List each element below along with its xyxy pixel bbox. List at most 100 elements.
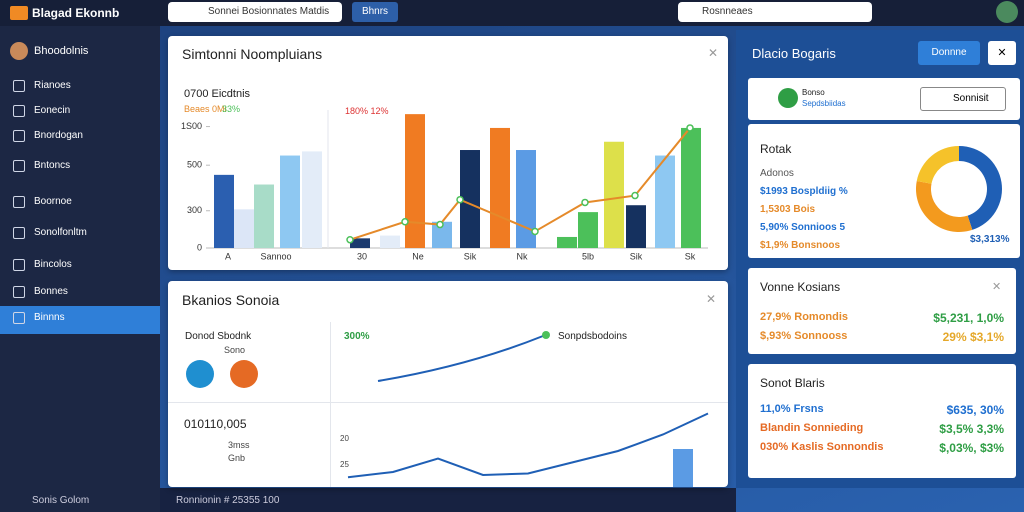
x-tick-label: Ne [412,251,424,261]
x-tick-label: Sik [464,251,477,261]
y-tick-label: 0 [197,242,202,252]
row-left: Blandin Sonnieding [760,422,864,434]
bottom-text: Ronnionin # 25355 100 [176,495,280,506]
marker [346,235,354,244]
icon [778,88,798,108]
stat: Gnb [228,453,246,463]
nav-item[interactable]: Rianoes [34,80,71,91]
y-tick-label: 300 [187,205,202,215]
label: Sepdsbiidas [802,99,846,108]
card-title: Vonne Kosians [760,280,841,294]
label: 300% [344,331,370,342]
close[interactable]: ✕ [706,292,717,306]
divider [168,402,728,403]
panel [168,281,728,487]
donut-label: $3,313% [970,234,1010,245]
label: Sono [224,345,246,355]
legend: 180% 12% [345,106,389,116]
button[interactable]: Donnne [918,41,980,65]
close[interactable]: ✕ [992,281,1002,293]
line [347,412,709,479]
subtitle: 0700 Eicdtnis [184,88,251,100]
row: $1,9% Bonsnoos [760,240,841,251]
row-right: $3,5% 3,3% [939,422,1004,436]
marker [631,191,639,200]
donut-segment [916,146,959,184]
nav-item[interactable]: Bnordogan [34,130,83,141]
nav-item[interactable]: Binnns [34,312,65,323]
sidebar-footer[interactable]: Sonis Golom [32,495,90,506]
row: Adonos [760,168,794,179]
y-tick-label: 25 [340,460,349,469]
panel-title: Simtonni Noompluians [182,46,323,62]
bottombar [160,488,736,512]
line [349,127,691,241]
nav-icon [13,130,25,142]
x-tick-label: Sk [685,251,696,261]
nav-item[interactable]: Bincolos [34,259,72,270]
bar [490,127,510,248]
icon [186,360,214,388]
right-title: Dlacio Bogaris [752,46,836,61]
nav-icon [13,312,25,324]
divider [330,322,331,487]
bar [460,150,480,248]
tab[interactable]: Sonnei Bosionnates Matdis [168,2,342,22]
total: 010110,005 [184,417,247,431]
card-title: Sonot Blaris [760,376,825,390]
row-right: $635, 30% [946,403,1004,417]
bar [655,155,675,248]
row-left: 11,0% Frsns [760,403,824,415]
legend: Beaes 0Mi [184,104,227,114]
row: 5,90% Sonnioos 5 [760,222,846,233]
nav-icon [13,196,25,208]
bar [234,209,254,248]
stat: 3mss [228,440,250,450]
x-tick-label: 5lb [582,251,594,261]
marker [436,220,444,229]
marker [542,331,550,339]
row-left: 030% Kaslis Sonnondis [760,441,884,453]
line-chart [347,331,709,487]
nav-item[interactable]: Bonnes [34,286,68,297]
bar [280,155,300,248]
nav-item[interactable]: Eonecin [34,105,71,116]
x-tick-label: 30 [357,251,367,261]
nav-icon [13,259,25,271]
bar [626,205,646,248]
sidebar [0,26,160,512]
user-name: Bhoodolnis [34,45,89,57]
label: Sonpdsbodoins [558,331,627,342]
bar [557,236,577,248]
logo-icon [10,6,28,20]
close[interactable]: ✕ [988,41,1016,65]
card [748,364,1016,478]
donut-segment [959,146,1002,230]
nav-item[interactable]: Boornoe [34,196,72,207]
donut-segment [916,180,973,232]
row-right: $5,231, 1,0% [933,311,1004,325]
button[interactable]: Bhnrs [352,2,398,22]
nav-item[interactable]: Bntoncs [34,160,71,171]
y-tick-label: 1S00 [181,121,202,131]
nav-item[interactable]: Sonolfonltm [34,227,87,238]
search[interactable]: Rosnneaes [678,2,872,22]
marker [401,218,409,226]
logo: Blagad Ekonnb [32,6,120,20]
nav-active [0,306,160,334]
close[interactable]: ✕ [708,46,719,60]
bar [673,449,693,487]
card [748,124,1020,258]
bar-chart: 0 300 500 1S00 A Sannoo 30 Ne Sik Nk 5lb Sik Sk [181,110,708,261]
bar [254,184,274,248]
bar [214,174,234,248]
bar [432,221,452,248]
row: $1993 Bospldiig % [760,186,848,197]
x-tick-label: Sannoo [260,251,291,261]
row: 1,5303 Bois [760,204,816,215]
button[interactable]: Sonnisit [920,87,1006,111]
avatar[interactable] [996,1,1018,23]
bar [578,212,598,248]
marker [531,227,539,236]
trend [377,335,544,382]
